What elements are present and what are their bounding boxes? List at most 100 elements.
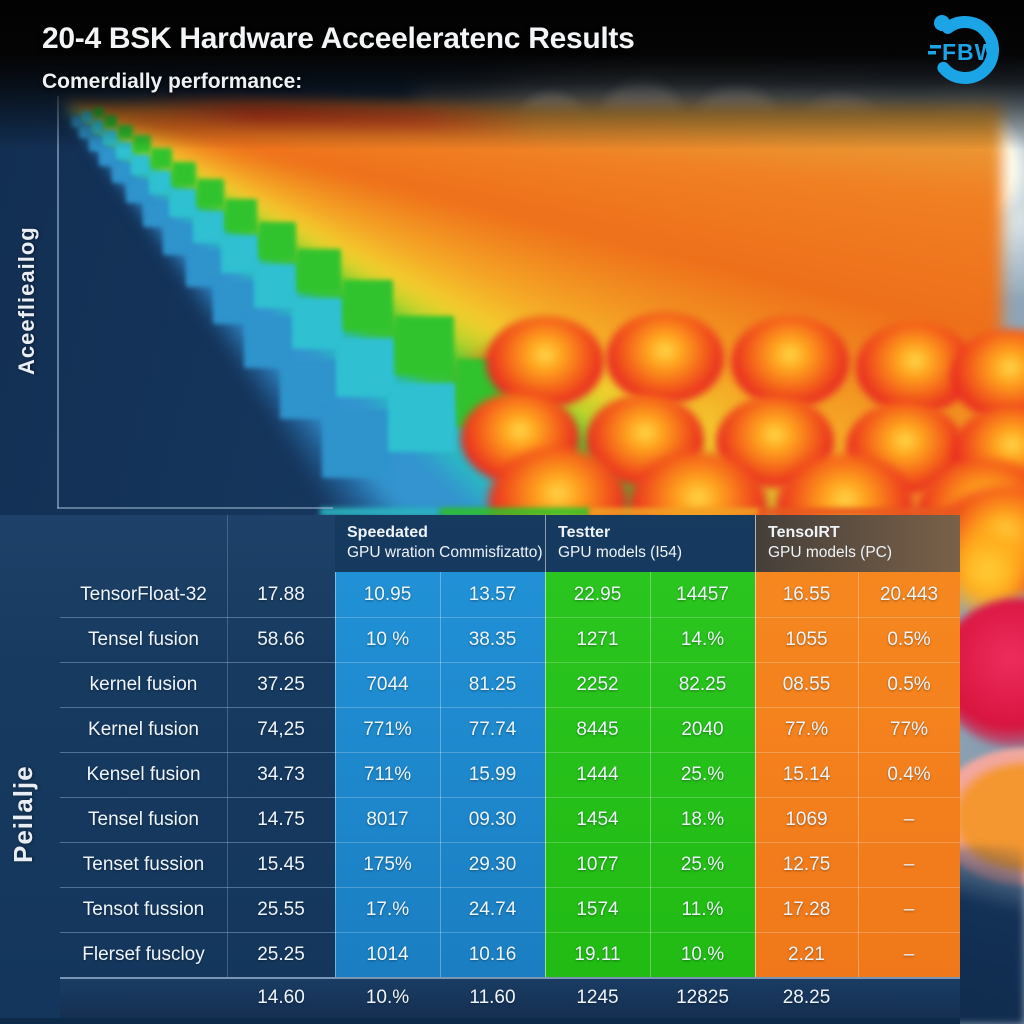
photo-strip-teal xyxy=(320,508,440,516)
value-cell: 711% xyxy=(363,763,412,785)
bar-cube xyxy=(172,162,196,186)
value-cell: 1069 xyxy=(785,808,828,830)
value-cell: 15.99 xyxy=(468,763,517,785)
photo-strip-yellow xyxy=(590,508,760,516)
glow-lamp xyxy=(731,316,849,408)
value-cell: 10 % xyxy=(365,628,410,650)
bar-cube xyxy=(387,383,457,453)
bar-cube xyxy=(169,189,197,217)
value-cell: 10.95 xyxy=(363,583,412,605)
value-cell: – xyxy=(903,853,915,875)
group-subtitle: GPU wration Commisfizatto) xyxy=(347,544,543,561)
value-cell: 20.443 xyxy=(879,583,939,605)
value-cell: 09.30 xyxy=(468,808,517,830)
table-grid-line xyxy=(858,572,859,977)
table-grid-line xyxy=(335,842,960,843)
bar-cube xyxy=(297,248,341,293)
bar-cube xyxy=(253,264,298,308)
table-grid-line xyxy=(60,707,335,708)
value-cell: 16.55 xyxy=(782,583,831,605)
column-group-header-testter: Testter GPU models (I54) xyxy=(545,515,755,572)
bar-cube xyxy=(221,235,259,273)
bar-cube xyxy=(280,360,340,420)
value-cell: 1055 xyxy=(785,628,828,650)
value-cell: 77.% xyxy=(784,718,829,740)
bar-cube xyxy=(99,148,117,166)
value-cell: 22.95 xyxy=(573,583,622,605)
table-row: Tensel fusion 14.75 8017 09.30 1454 18.% 1069 – xyxy=(60,797,960,842)
page-title: 20-4 BSK Hardware Acceeleratenc Results xyxy=(42,22,635,55)
table-grid-line xyxy=(545,572,546,977)
value-cell: 15.45 xyxy=(257,853,305,875)
bar-cube xyxy=(395,316,455,376)
bar-cube xyxy=(258,221,297,260)
table-row: Tenset fussion 15.45 175% 29.30 1077 25.% 12.7… xyxy=(60,842,960,887)
group-title: TensoIRT xyxy=(768,524,840,541)
value-cell: 1574 xyxy=(576,898,619,920)
value-cell: 28.25 xyxy=(782,986,831,1008)
bar-cube xyxy=(225,198,258,232)
bar-cube xyxy=(322,409,392,479)
axis-line-horizontal xyxy=(57,507,333,509)
value-cell: 10.16 xyxy=(468,943,517,965)
row-group-label: Peilalje xyxy=(8,765,38,864)
value-cell: 0.5% xyxy=(887,628,931,650)
bar-cube xyxy=(196,179,225,207)
value-cell: 14457 xyxy=(676,583,729,605)
axis-line-vertical xyxy=(57,96,59,508)
value-cell: 14.60 xyxy=(257,986,305,1008)
table-grid-line xyxy=(60,932,335,933)
table-grid-line xyxy=(335,662,960,663)
bar-cube xyxy=(193,210,226,243)
value-cell: 24.74 xyxy=(468,898,517,920)
value-cell: 17.% xyxy=(365,898,410,920)
table-section-blue xyxy=(335,572,545,977)
value-cell: 175% xyxy=(363,853,412,875)
value-cell: 82.25 xyxy=(678,673,727,695)
bar-cube xyxy=(243,317,295,369)
photo-strip-green xyxy=(440,508,590,516)
value-cell: 10.% xyxy=(680,943,725,965)
value-cell: 15.14 xyxy=(782,763,831,785)
table-grid-line xyxy=(440,572,441,977)
bar-cube xyxy=(131,155,152,176)
table-grid-line xyxy=(650,572,651,977)
value-cell: 1454 xyxy=(576,808,619,830)
value-cell: 29.30 xyxy=(468,853,517,875)
results-table: Speedated GPU wration Commisfizatto) Tes… xyxy=(0,515,960,1024)
table-row: Kensel fusion 34.73 711% 15.99 1444 25.% 15.14… xyxy=(60,752,960,797)
table-grid-line xyxy=(335,572,336,977)
table-grid-line xyxy=(227,515,228,977)
table-row: Tensel fusion 58.66 10 % 38.35 1271 14.% 1055 0… xyxy=(60,617,960,662)
table-grid-line xyxy=(60,617,335,618)
value-cell: 25.% xyxy=(680,853,725,875)
group-title: Testter xyxy=(558,524,611,541)
column-group-header-speedated: Speedated GPU wration Commisfizatto) xyxy=(335,515,545,572)
value-cell: 13.57 xyxy=(468,583,517,605)
group-subtitle: GPU models (I54) xyxy=(558,544,683,561)
value-cell: 1271 xyxy=(576,628,619,650)
bar-cube xyxy=(148,170,173,195)
bar-cube xyxy=(126,179,150,204)
value-cell: 18.% xyxy=(680,808,725,830)
row-label: Kensel fusion xyxy=(86,763,201,785)
table-section-green xyxy=(545,572,755,977)
value-cell: 14.% xyxy=(680,628,725,650)
value-cell: 12.75 xyxy=(782,853,831,875)
value-cell: – xyxy=(903,943,915,965)
value-cell: – xyxy=(903,898,915,920)
bar-cube xyxy=(111,162,133,183)
table-footer-row: 14.60 10.% 11.60 1245 12825 28.25 xyxy=(60,977,960,1018)
table-row: kernel fusion 37.25 7044 81.25 2252 82.25 08.5… xyxy=(60,662,960,707)
value-cell: 771% xyxy=(363,718,412,740)
group-subtitle: GPU models (PC) xyxy=(768,544,893,561)
table-grid-line xyxy=(60,842,335,843)
bar-cube xyxy=(185,249,224,287)
bar-cube xyxy=(143,199,171,228)
value-cell: 17.88 xyxy=(257,583,305,605)
value-cell: 7044 xyxy=(366,673,409,695)
subtitle: Comerdially performance: xyxy=(42,70,303,93)
row-label: Tensot fussion xyxy=(82,898,205,920)
table-row: TensorFloat-32 17.88 10.95 13.57 22.95 14457 1… xyxy=(60,572,960,617)
